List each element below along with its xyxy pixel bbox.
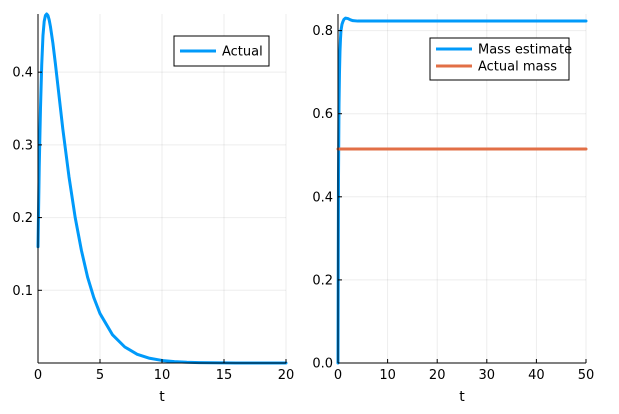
y-tick-label: 0.8 bbox=[312, 24, 333, 39]
x-tick-label: 40 bbox=[528, 368, 545, 383]
y-tick-label: 0.1 bbox=[12, 284, 33, 299]
y-tick-label: 0.3 bbox=[12, 138, 33, 153]
legend: Mass estimate Actual mass bbox=[429, 37, 572, 81]
left-chart-panel: 0 5 10 15 20 0.1 0.2 0.3 0.4 t Actual bbox=[12, 12, 295, 405]
x-tick-label: 5 bbox=[96, 368, 104, 383]
y-tick-label: 0.2 bbox=[312, 273, 333, 288]
y-tick-label: 0.2 bbox=[12, 211, 33, 226]
x-tick-label: 20 bbox=[429, 368, 446, 383]
y-tick-label: 0.6 bbox=[312, 107, 333, 122]
x-tick-label: 0 bbox=[34, 368, 42, 383]
legend-label: Actual bbox=[222, 45, 263, 60]
series-line-mass-estimate bbox=[336, 16, 588, 365]
x-tick-label: 20 bbox=[278, 368, 295, 383]
x-tick-label: 0 bbox=[334, 368, 342, 383]
right-chart-panel: 0 10 20 30 40 50 0.0 0.2 0.4 0.6 0.8 t Mass estimate… bbox=[312, 14, 594, 405]
x-tick-label: 10 bbox=[154, 368, 171, 383]
x-tick-label: 30 bbox=[479, 368, 496, 383]
y-tick-label: 0.4 bbox=[12, 66, 33, 81]
legend-label: Mass estimate bbox=[478, 43, 572, 58]
legend-box bbox=[429, 37, 570, 81]
x-axis-label: t bbox=[459, 389, 465, 405]
x-tick-label: 15 bbox=[216, 368, 233, 383]
legend: Actual bbox=[173, 35, 270, 67]
legend-label: Actual mass bbox=[478, 60, 557, 75]
y-tick-label: 0.0 bbox=[312, 357, 333, 372]
x-axis-label: t bbox=[159, 389, 165, 405]
x-tick-label: 10 bbox=[379, 368, 396, 383]
x-tick-label: 50 bbox=[578, 368, 595, 383]
y-tick-label: 0.4 bbox=[312, 190, 333, 205]
